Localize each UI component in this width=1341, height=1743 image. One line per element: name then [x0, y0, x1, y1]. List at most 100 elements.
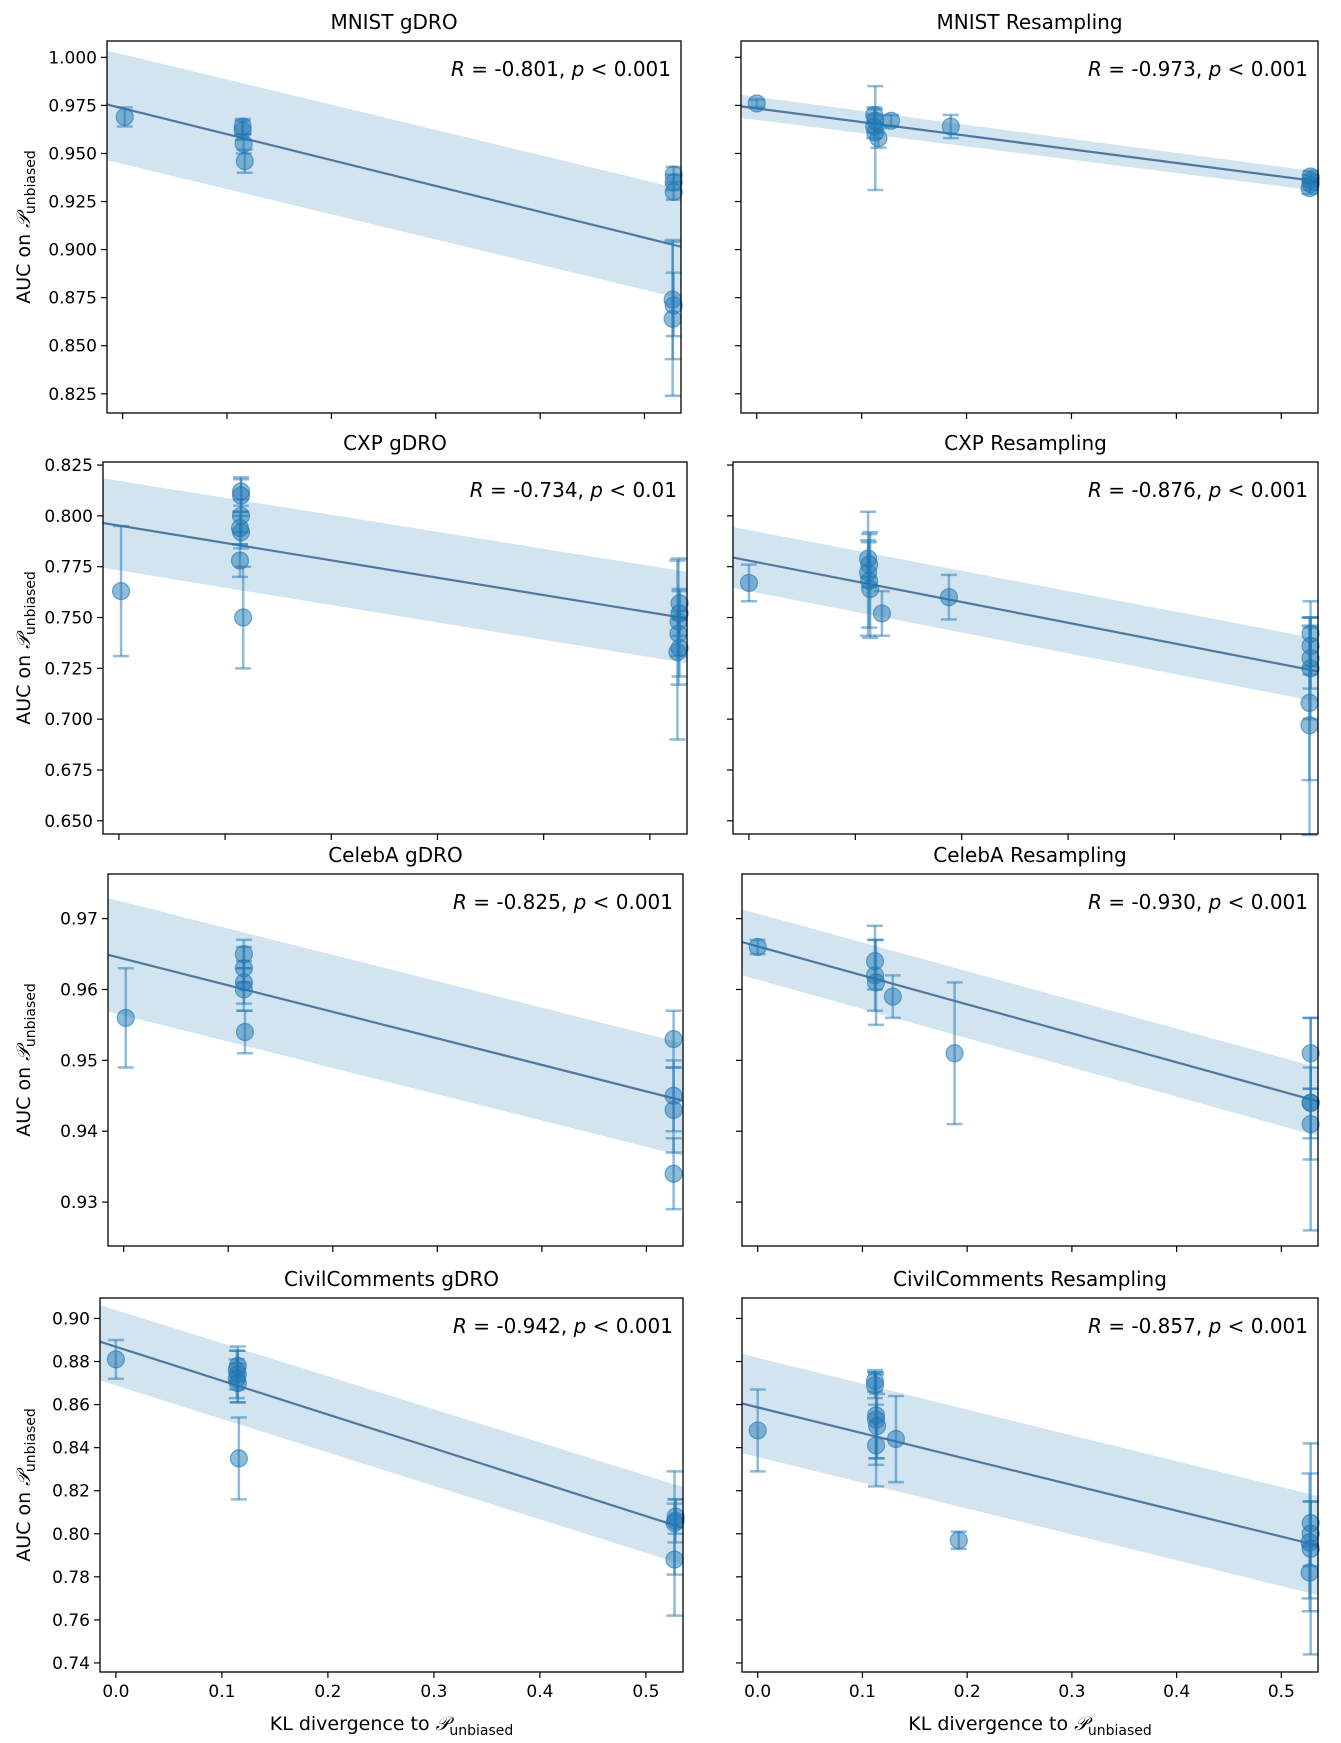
- r-value: = -0.930,: [1102, 890, 1209, 914]
- r-symbol: R: [453, 1314, 467, 1338]
- scatter-point: [235, 152, 254, 171]
- r-value: = -0.734,: [484, 478, 591, 502]
- x-axis-label: KL divergence to 𝒫unbiased: [908, 1713, 1152, 1739]
- y-tick-label: 0.750: [44, 609, 93, 629]
- r-symbol: R: [451, 57, 465, 81]
- axes-frame: [106, 40, 682, 414]
- panel-title: CivilComments Resampling: [893, 1267, 1167, 1291]
- data-point: [234, 565, 253, 670]
- scatter-point: [663, 309, 682, 328]
- y-tick-label: 0.86: [52, 1396, 90, 1416]
- p-symbol: p: [1208, 57, 1222, 81]
- r-value: = -0.876,: [1102, 478, 1209, 502]
- scatter-point: [861, 579, 880, 599]
- panel-3: 0.650 0.675 0.700 0.725 0.750 0.775 0.800 0.825…: [13, 431, 689, 840]
- y-tick-label: 0.84: [52, 1439, 90, 1459]
- r-value: = -0.801,: [465, 57, 572, 81]
- p-symbol: p: [571, 57, 585, 81]
- y-tick-label: 0.88: [52, 1353, 90, 1373]
- correlation-annotation: R = -0.857, p < 0.001: [1088, 1314, 1308, 1338]
- p-value: < 0.001: [1221, 890, 1308, 914]
- x-axis-subscript: unbiased: [449, 1723, 513, 1739]
- y-axis-subscript: unbiased: [23, 571, 39, 635]
- data-point: [115, 106, 134, 128]
- axes-frame: [732, 461, 1319, 835]
- scatter-point: [1300, 716, 1319, 735]
- y-tick-label: 0.725: [44, 659, 93, 679]
- axes-frame: [741, 1297, 1319, 1673]
- scatter-point: [881, 111, 901, 130]
- scatter-point: [748, 937, 767, 957]
- data-point: [235, 1009, 255, 1055]
- y-tick-label: 0.925: [48, 193, 97, 213]
- y-axis-label-text: AUC on: [13, 649, 35, 725]
- panel-2: MNIST Resampling R = -0.973, p < 0.001: [735, 10, 1320, 419]
- scatter-point: [664, 1164, 683, 1183]
- scatter-point: [111, 581, 131, 601]
- x-tick-label: 0.3: [420, 1682, 447, 1702]
- y-tick-label: 0.94: [60, 1122, 98, 1142]
- data-point: [106, 1338, 126, 1380]
- x-axis-label: KL divergence to 𝒫unbiased: [270, 1713, 514, 1739]
- data-point: [664, 1137, 683, 1211]
- x-tick-label: 0.3: [1058, 1682, 1085, 1702]
- regression-line: [741, 105, 1318, 183]
- y-tick-label: 0.800: [44, 507, 93, 527]
- data-point: [668, 559, 687, 741]
- y-axis-label: AUC on 𝒫unbiased: [13, 983, 39, 1137]
- y-axis-subscript: unbiased: [23, 150, 39, 214]
- x-tick-label: 0.4: [1163, 1682, 1190, 1702]
- scatter-point: [869, 128, 888, 148]
- panel-title: MNIST gDRO: [330, 10, 457, 34]
- scatter-point: [866, 1436, 886, 1455]
- data-point: [665, 1502, 684, 1617]
- y-tick-label: 0.775: [44, 558, 93, 578]
- x-tick-label: 0.1: [208, 1682, 235, 1702]
- y-tick-label: 1.000: [48, 48, 97, 68]
- panel-7: 0.74 0.76 0.78 0.80 0.82 0.84 0.86 0.88 0.90 0.0 0…: [13, 1267, 685, 1739]
- y-tick-label: 0.975: [48, 96, 97, 116]
- p-symbol: p: [573, 1314, 587, 1338]
- data-point: [872, 589, 892, 638]
- scatter-point: [886, 1429, 906, 1449]
- r-value: = -0.857,: [1102, 1314, 1209, 1338]
- y-tick-label: 0.850: [48, 337, 97, 357]
- y-axis-label: AUC on 𝒫unbiased: [13, 150, 39, 304]
- scatter-point: [949, 1531, 968, 1550]
- y-tick-label: 0.95: [60, 1051, 98, 1071]
- panel-title: CelebA Resampling: [933, 843, 1127, 867]
- x-tick-label: 0.1: [849, 1682, 876, 1702]
- x-tick-label: 0.0: [744, 1682, 771, 1702]
- regression-line: [107, 103, 681, 248]
- scatter-point: [115, 107, 134, 127]
- panel-4: CXP Resampling R = -0.876, p < 0.001: [727, 431, 1320, 840]
- y-tick-label: 0.900: [48, 241, 97, 261]
- regression-line: [742, 1402, 1318, 1547]
- scatter-point: [106, 1350, 126, 1369]
- y-tick-label: 0.96: [60, 980, 98, 1000]
- correlation-annotation: R = -0.973, p < 0.001: [1088, 57, 1308, 81]
- panel-6: CelebA Resampling R = -0.930, p < 0.001: [736, 843, 1320, 1252]
- data-point: [116, 966, 135, 1069]
- correlation-annotation: R = -0.825, p < 0.001: [453, 890, 673, 914]
- p-symbol: p: [589, 478, 603, 502]
- p-symbol: p: [1208, 1314, 1222, 1338]
- data-point: [1301, 1087, 1320, 1161]
- y-axis-label: AUC on 𝒫unbiased: [13, 571, 39, 725]
- p-value: < 0.001: [586, 890, 673, 914]
- data-point: [111, 524, 131, 658]
- panel-title: CXP gDRO: [343, 431, 447, 455]
- p-symbol: p: [1208, 890, 1222, 914]
- scatter-point: [230, 551, 250, 570]
- data-point: [861, 530, 880, 640]
- x-axis-label-text: KL divergence to: [908, 1713, 1074, 1735]
- data-point: [231, 514, 251, 550]
- y-axis-label-text: AUC on: [13, 228, 35, 304]
- data-point: [235, 148, 254, 174]
- y-tick-label: 0.675: [44, 761, 93, 781]
- r-symbol: R: [1088, 57, 1102, 81]
- data-point: [941, 113, 960, 140]
- data-point: [1300, 178, 1319, 198]
- data-point: [230, 543, 250, 579]
- scatter-point: [234, 608, 253, 627]
